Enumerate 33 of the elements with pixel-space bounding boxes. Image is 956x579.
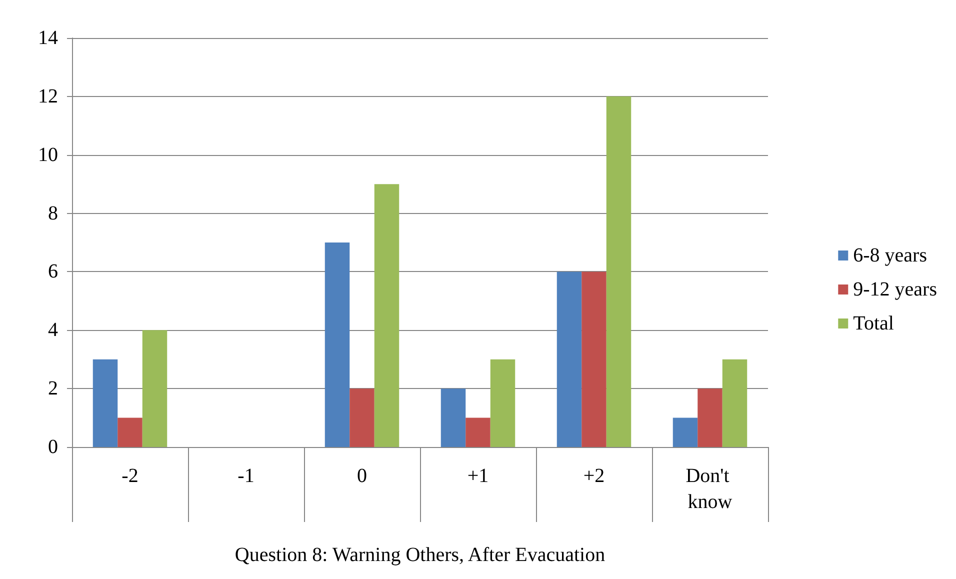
x-tick-label: Don't know [686,465,734,513]
y-tick-label: 10 [38,144,58,166]
y-tick-label: 0 [48,436,58,458]
legend-label: Total [853,312,894,334]
x-axis-title: Question 8: Warning Others, After Evacuation [234,544,606,566]
y-tick-label: 6 [48,260,58,283]
y-tick-label: 8 [48,202,58,224]
bar [698,388,722,447]
x-tick-label: -2 [122,465,138,487]
y-tick-label: 12 [38,85,58,108]
y-tick-label: 4 [48,319,58,342]
legend-label: 6-8 years [853,244,928,266]
y-tick-label: 2 [48,378,58,400]
bar [466,418,490,447]
bar [324,242,350,447]
bar [556,272,582,447]
x-tick-label: -1 [238,465,254,487]
bar [92,359,118,447]
bar [722,359,748,447]
x-tick-label: +2 [583,465,605,487]
bar [582,272,606,447]
bar [606,96,632,447]
bar [672,418,698,447]
bar [440,388,466,447]
bar [142,330,168,447]
bar [118,418,142,447]
bar [374,184,400,447]
bar [350,388,374,447]
legend-label: 9-12 years [853,278,938,300]
bar [490,359,516,447]
y-tick-label: 14 [38,27,58,49]
x-tick-label: 0 [357,465,367,487]
x-tick-label: +1 [467,465,489,487]
